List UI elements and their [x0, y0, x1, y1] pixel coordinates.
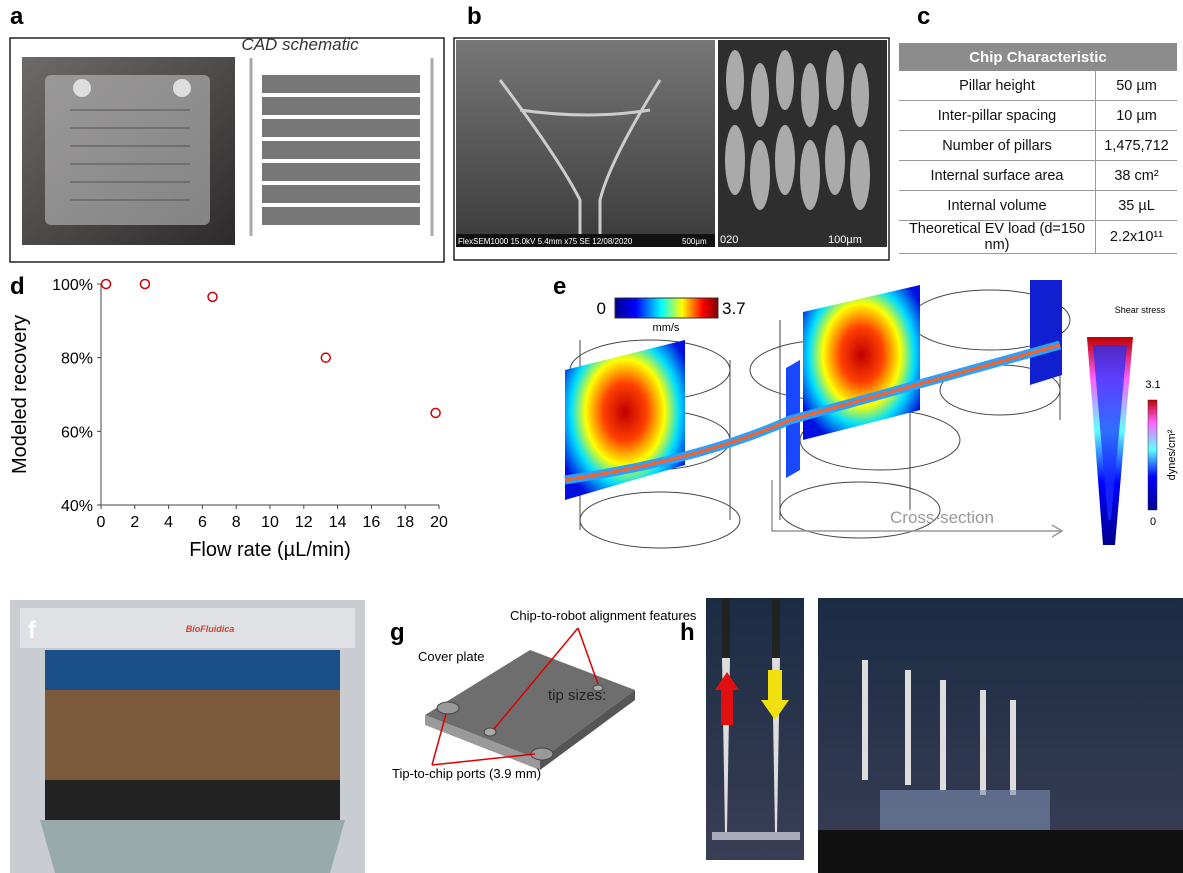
figure: a CAD schematic b FlexSEM1000 15.0kV 5.4… — [0, 0, 1183, 873]
table-cell: 50 µm — [1096, 71, 1178, 101]
panel-label: h — [680, 619, 695, 646]
table-cell: Inter-pillar spacing — [899, 101, 1096, 131]
callout: Tip-to-chip ports (3.9 mm) — [392, 766, 541, 781]
x-tick-label: 10 — [261, 514, 279, 531]
chip — [712, 832, 800, 840]
chip-body — [45, 75, 210, 225]
port — [437, 702, 459, 714]
instrument-deck — [45, 780, 340, 820]
velocity-slice — [803, 285, 920, 440]
port — [73, 79, 91, 97]
instrument-window — [45, 650, 340, 695]
table-cell: Internal surface area — [899, 161, 1096, 191]
table-cell: Pillar height — [899, 71, 1096, 101]
data-point — [208, 292, 217, 301]
y-tick-label: 60% — [61, 424, 93, 441]
colorbar-label: 0 — [597, 299, 606, 318]
chip-tray — [880, 790, 1050, 830]
x-tick-label: 8 — [232, 514, 241, 531]
colorbar-unit: dynes/cm² — [1166, 429, 1178, 480]
panel-label: a — [10, 3, 24, 30]
x-tick-label: 16 — [363, 514, 381, 531]
table-cell: Number of pillars — [899, 131, 1096, 161]
sem-info: FlexSEM1000 15.0kV 5.4mm x75 SE 12/08/20… — [458, 237, 633, 246]
colorbar-label: 0 — [1150, 516, 1156, 528]
panel-label: c — [917, 3, 930, 30]
velocity-colorbar — [615, 298, 718, 318]
shear-colorbar — [1148, 400, 1157, 510]
x-tick-label: 2 — [130, 514, 139, 531]
data-point — [431, 408, 440, 417]
panel-label: f — [28, 617, 37, 644]
cross-section-label: Cross-section — [890, 508, 994, 527]
pipette — [772, 598, 780, 658]
schematic-beds — [262, 75, 420, 225]
table-cell: 10 µm — [1096, 101, 1178, 131]
shear-title: Shear stress — [1115, 305, 1166, 315]
table-cell: Theoretical EV load (d=150 nm) — [899, 221, 1096, 254]
panel-label: b — [467, 3, 482, 30]
table-cell: 1,475,712 — [1096, 131, 1178, 161]
colorbar-label: 3.7 — [722, 299, 746, 318]
caption: CAD schematic — [241, 35, 359, 54]
instrument-interior — [45, 690, 340, 780]
table-cell: Internal volume — [899, 191, 1096, 221]
callout: tip sizes: — [548, 687, 606, 704]
port — [173, 79, 191, 97]
table-header: Chip Characteristic — [899, 43, 1177, 71]
velocity-slice — [1030, 280, 1062, 385]
pipette-photo — [706, 598, 804, 860]
x-tick-label: 18 — [396, 514, 414, 531]
chart: 40% 60% 80% 100% 0 2 4 6 8 10 12 14 16 18 20 Flow rate … — [9, 277, 448, 561]
data-point — [140, 280, 149, 289]
y-axis-label: Modeled recovery — [9, 315, 31, 474]
tube-rack — [818, 830, 1183, 873]
sem-image — [456, 40, 715, 247]
panel-label: e — [553, 273, 566, 300]
callout: Chip-to-robot alignment features — [510, 608, 697, 623]
brand: BioFluidica — [186, 624, 235, 634]
panel-label: d — [10, 273, 25, 300]
y-tick-label: 80% — [61, 351, 93, 368]
data-point — [102, 280, 111, 289]
alignment-hole — [484, 728, 496, 736]
callout: Cover plate — [418, 649, 484, 664]
x-tick-label: 20 — [430, 514, 448, 531]
x-tick-label: 0 — [97, 514, 106, 531]
y-tick-label: 100% — [52, 277, 93, 294]
panel-label: g — [390, 619, 405, 646]
y-tick-label: 40% — [61, 498, 93, 515]
scale-label: 100µm — [828, 234, 862, 246]
x-tick-label: 4 — [164, 514, 173, 531]
table-cell: 35 µL — [1096, 191, 1178, 221]
pipette — [722, 598, 730, 658]
data-point — [321, 353, 330, 362]
x-tick-label: 12 — [295, 514, 313, 531]
sem-id: 020 — [720, 234, 738, 246]
colorbar-label: 3.1 — [1145, 379, 1160, 391]
table-cell: 2.2x10¹¹ — [1096, 221, 1178, 254]
scale-label: 500µm — [682, 237, 707, 246]
table-row: Theoretical EV load (d=150 nm)2.2x10¹¹ — [899, 221, 1177, 254]
x-axis-label: Flow rate (µL/min) — [189, 539, 351, 561]
colorbar-unit: mm/s — [653, 322, 680, 334]
x-tick-label: 6 — [198, 514, 207, 531]
instrument-tray — [40, 820, 345, 873]
table-cell: 38 cm² — [1096, 161, 1178, 191]
x-tick-label: 14 — [329, 514, 347, 531]
